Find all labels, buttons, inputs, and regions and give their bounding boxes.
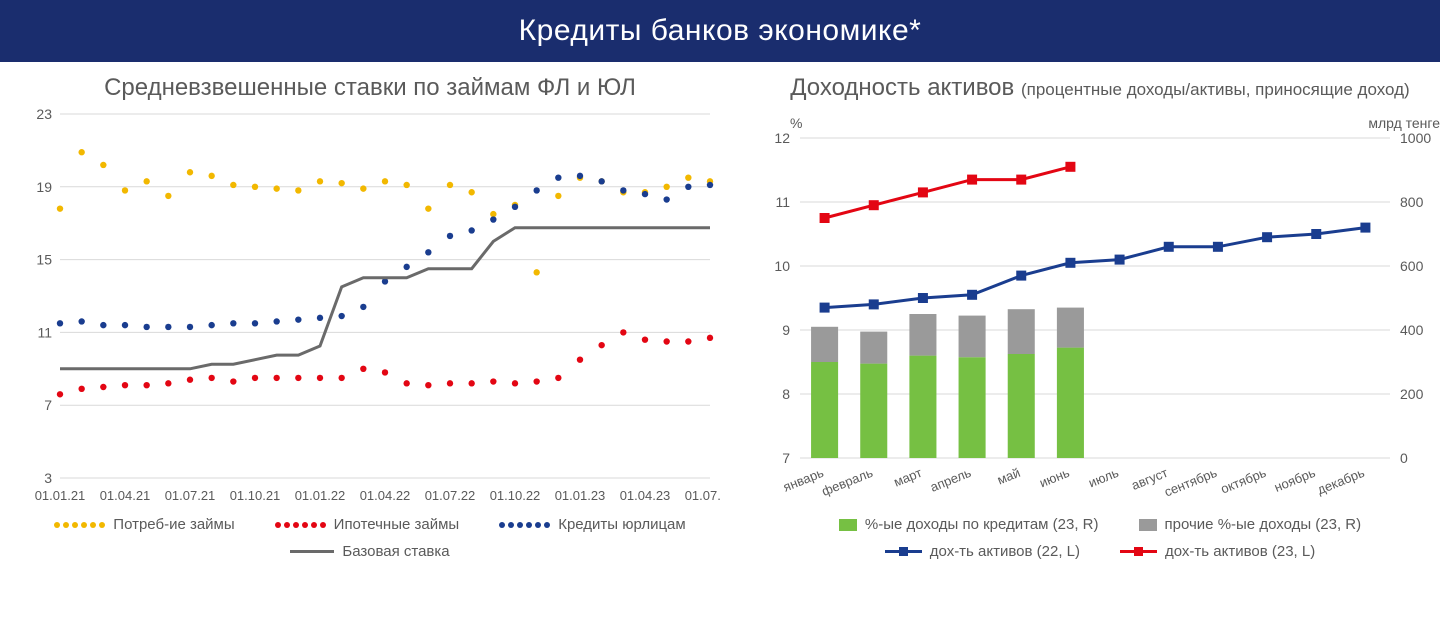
legend-label: Ипотечные займы — [334, 516, 460, 533]
legend-item: дох-ть активов (22, L) — [885, 543, 1080, 560]
svg-text:200: 200 — [1400, 386, 1424, 402]
left-chart-area: 3 7 11 15 19 23 01.01.21 01.04.21 01.07.21 01.10.… — [20, 108, 720, 508]
svg-text:01.04.23: 01.04.23 — [620, 488, 671, 503]
svg-text:23: 23 — [36, 108, 52, 122]
svg-text:декабрь: декабрь — [1315, 465, 1367, 498]
left-title: Средневзвешенные ставки по займам ФЛ и Ю… — [20, 74, 720, 102]
svg-text:7: 7 — [782, 450, 790, 466]
legend-item: Потреб-ие займы — [54, 516, 234, 533]
svg-text:01.07.21: 01.07.21 — [165, 488, 216, 503]
svg-text:0: 0 — [1400, 450, 1408, 466]
svg-text:01.01.21: 01.01.21 — [35, 488, 86, 503]
svg-text:01.07.23: 01.07.23 — [685, 488, 720, 503]
legend-label: Кредиты юрлицам — [558, 516, 686, 533]
svg-text:600: 600 — [1400, 258, 1424, 274]
dots-swatch — [54, 522, 105, 528]
svg-text:март: март — [891, 465, 924, 490]
svg-text:19: 19 — [36, 179, 52, 195]
svg-text:1000: 1000 — [1400, 130, 1431, 146]
header-title: Кредиты банков экономике* — [519, 14, 922, 47]
legend-label: дох-ть активов (23, L) — [1165, 543, 1315, 560]
svg-text:01.01.23: 01.01.23 — [555, 488, 606, 503]
svg-text:млрд тенге: млрд тенге — [1368, 115, 1440, 131]
svg-text:7: 7 — [44, 397, 52, 413]
svg-text:01.04.21: 01.04.21 — [100, 488, 151, 503]
svg-text:9: 9 — [782, 322, 790, 338]
svg-text:01.04.22: 01.04.22 — [360, 488, 411, 503]
legend-item: Базовая ставка — [290, 543, 449, 560]
legend-label: Потреб-ие займы — [113, 516, 234, 533]
svg-text:ноябрь: ноябрь — [1272, 465, 1318, 495]
legend-item: дох-ть активов (23, L) — [1120, 543, 1315, 560]
legend-item: прочие %-ые доходы (23, R) — [1139, 516, 1362, 533]
legend-label: дох-ть активов (22, L) — [930, 543, 1080, 560]
header-bar: Кредиты банков экономике* — [0, 0, 1440, 62]
bar-swatch — [1139, 519, 1157, 531]
legend-item: Кредиты юрлицам — [499, 516, 686, 533]
legend-item: %-ые доходы по кредитам (23, R) — [839, 516, 1099, 533]
svg-text:01.07.22: 01.07.22 — [425, 488, 476, 503]
left-legend: Потреб-ие займы Ипотечные займы Кредиты юр… — [20, 516, 720, 560]
svg-text:апрель: апрель — [928, 465, 973, 495]
svg-text:сентябрь: сентябрь — [1162, 465, 1219, 500]
right-chart-svg: % млрд тенге 7 0 8 200 9 400 10 600 11 800 12 1000 янв… — [750, 108, 1440, 508]
svg-text:01.10.21: 01.10.21 — [230, 488, 281, 503]
svg-text:февраль: февраль — [820, 465, 876, 499]
right-chart-area: % млрд тенге 7 0 8 200 9 400 10 600 11 800 12 1000 янв… — [750, 108, 1440, 508]
line-swatch — [290, 550, 334, 553]
dots-swatch — [275, 522, 326, 528]
right-title-main: Доходность активов — [790, 74, 1014, 101]
legend-item: Ипотечные займы — [275, 516, 460, 533]
svg-text:июнь: июнь — [1037, 465, 1072, 491]
svg-text:800: 800 — [1400, 194, 1424, 210]
svg-text:400: 400 — [1400, 322, 1424, 338]
right-legend: %-ые доходы по кредитам (23, R) прочие %-… — [750, 516, 1440, 560]
right-panel: Доходность активов (процентные доходы/ак… — [750, 74, 1440, 560]
legend-label: прочие %-ые доходы (23, R) — [1165, 516, 1362, 533]
right-title-sub: (процентные доходы/активы, приносящие до… — [1021, 80, 1410, 99]
svg-text:15: 15 — [36, 252, 52, 268]
svg-text:май: май — [995, 465, 1022, 488]
svg-text:10: 10 — [774, 258, 790, 274]
svg-text:11: 11 — [775, 194, 790, 210]
svg-text:июль: июль — [1086, 465, 1121, 491]
dots-swatch — [499, 522, 550, 528]
svg-text:январь: январь — [781, 465, 826, 495]
svg-text:01.10.22: 01.10.22 — [490, 488, 541, 503]
svg-text:11: 11 — [37, 324, 52, 340]
panels: Средневзвешенные ставки по займам ФЛ и Ю… — [0, 62, 1440, 560]
svg-text:октябрь: октябрь — [1219, 465, 1269, 497]
legend-label: %-ые доходы по кредитам (23, R) — [865, 516, 1099, 533]
left-panel: Средневзвешенные ставки по займам ФЛ и Ю… — [20, 74, 720, 560]
svg-text:12: 12 — [774, 130, 790, 146]
svg-text:%: % — [790, 115, 802, 131]
svg-text:01.01.22: 01.01.22 — [295, 488, 346, 503]
bar-swatch — [839, 519, 857, 531]
svg-text:3: 3 — [44, 470, 52, 486]
left-chart-svg: 3 7 11 15 19 23 01.01.21 01.04.21 01.07.21 01.10.… — [20, 108, 720, 508]
svg-text:8: 8 — [782, 386, 790, 402]
line-marker-swatch — [885, 547, 922, 556]
right-title: Доходность активов (процентные доходы/ак… — [750, 74, 1440, 102]
line-marker-swatch — [1120, 547, 1157, 556]
legend-label: Базовая ставка — [342, 543, 449, 560]
